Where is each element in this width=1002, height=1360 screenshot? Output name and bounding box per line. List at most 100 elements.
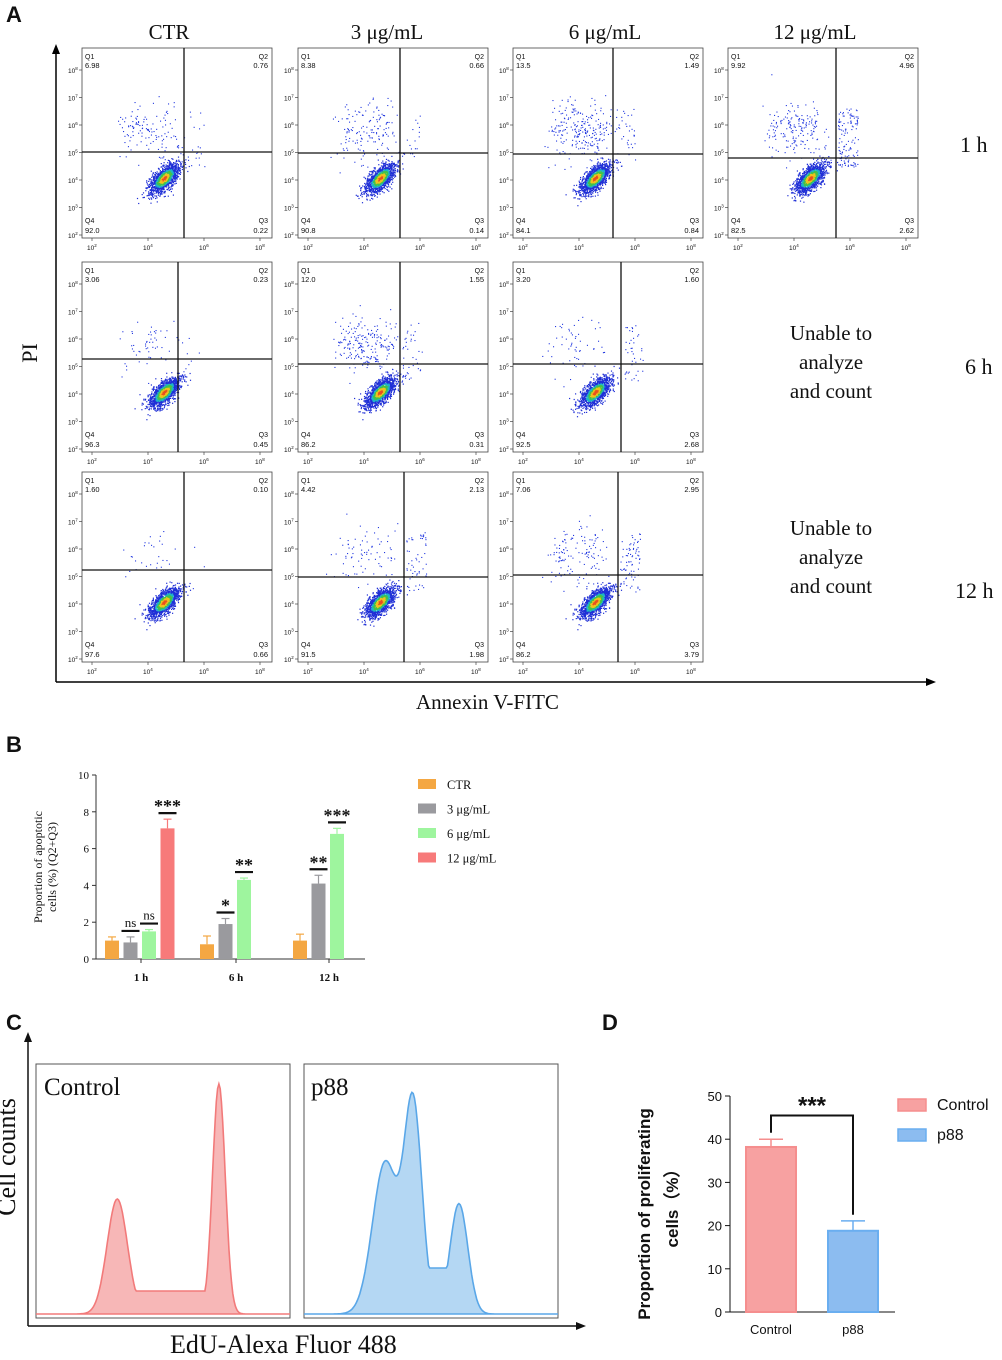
cell-event-q1 <box>162 157 163 158</box>
cell-event-q1 <box>595 129 596 130</box>
cell-event <box>592 196 593 197</box>
quadrant-value-q2: 1.49 <box>684 61 699 70</box>
cell-event <box>382 175 383 176</box>
cell-event-q1 <box>610 159 611 160</box>
cell-event-q1 <box>174 102 175 103</box>
cell-event <box>372 175 373 176</box>
cell-event-q1 <box>600 127 601 128</box>
cell-event <box>616 162 617 163</box>
cell-event <box>367 199 368 200</box>
cell-event-q1 <box>590 117 591 118</box>
cell-event-q1 <box>375 141 376 142</box>
cell-event-q1 <box>598 150 599 151</box>
cell-event <box>154 186 155 187</box>
y-tick-exp: 5 <box>75 149 78 154</box>
cell-event <box>362 194 363 195</box>
cell-event-q2 <box>625 124 626 125</box>
cell-event-q2 <box>632 129 633 130</box>
cell-event <box>586 198 587 199</box>
cell-event-q1 <box>556 125 557 126</box>
cell-event-q1 <box>142 125 143 126</box>
cell-event-q1 <box>124 121 125 122</box>
cell-event-q1 <box>360 150 361 151</box>
cell-event-q1 <box>545 146 546 147</box>
cell-event <box>579 190 580 191</box>
cell-event-q1 <box>568 118 569 119</box>
cell-event <box>391 176 392 177</box>
cell-event <box>606 163 607 164</box>
cell-event <box>385 179 386 180</box>
cell-event <box>373 178 374 179</box>
cell-event <box>160 194 161 195</box>
cell-event <box>371 198 372 199</box>
cell-event <box>148 181 149 182</box>
x-tick-label: 106 <box>199 243 209 252</box>
cell-event-q1 <box>120 117 121 118</box>
cell-event <box>151 199 152 200</box>
cell-event <box>387 164 388 165</box>
x-tick-label: 104 <box>359 243 369 252</box>
cell-event <box>162 170 163 171</box>
cell-event-q1 <box>333 119 334 120</box>
cell-event <box>365 189 366 190</box>
plot-frame <box>728 48 918 238</box>
cell-event-q1 <box>387 122 388 123</box>
cell-event <box>189 166 190 167</box>
cell-event-q1 <box>347 128 348 129</box>
cell-event-q1 <box>349 122 350 123</box>
cell-event <box>388 160 389 161</box>
cell-event-q2 <box>621 166 622 167</box>
y-tick-label: 104 <box>68 176 78 185</box>
cell-event <box>584 186 585 187</box>
cell-event <box>386 186 387 187</box>
cell-event-q2 <box>631 115 632 116</box>
cell-event-q1 <box>373 99 374 100</box>
cell-event-q1 <box>174 106 175 107</box>
cell-event-q2 <box>411 148 412 149</box>
cell-event <box>163 192 164 193</box>
cell-event <box>381 184 382 185</box>
cell-event-q1 <box>589 135 590 136</box>
cell-event <box>585 186 586 187</box>
cell-event-q2 <box>201 153 202 154</box>
cell-event-q1 <box>559 126 560 127</box>
cell-event-q1 <box>585 132 586 133</box>
x-tick-label: 102 <box>733 243 743 252</box>
cell-event <box>167 184 168 185</box>
cell-event-q1 <box>376 119 377 120</box>
cell-event <box>396 164 397 165</box>
cell-event <box>581 182 582 183</box>
cell-event-q1 <box>584 148 585 149</box>
cell-event-q1 <box>587 132 588 133</box>
quadrant-value-q2: 0.76 <box>253 61 268 70</box>
cell-event <box>603 175 604 176</box>
cell-event-q1 <box>595 104 596 105</box>
cell-event <box>366 187 367 188</box>
x-tick-exp: 4 <box>581 243 584 248</box>
y-tick-label: 104 <box>284 176 294 185</box>
x-tick-exp: 2 <box>310 243 313 248</box>
cell-event-q1 <box>155 135 156 136</box>
cell-event <box>591 194 592 195</box>
cell-event <box>163 176 164 177</box>
cell-event <box>588 173 589 174</box>
cell-event-q1 <box>173 136 174 137</box>
cell-event <box>593 188 594 189</box>
cell-event <box>605 166 606 167</box>
cell-event-q1 <box>148 130 149 131</box>
cell-event-q1 <box>582 127 583 128</box>
cell-event-q1 <box>587 119 588 120</box>
cell-event <box>176 175 177 176</box>
cell-event <box>156 184 157 185</box>
cell-event <box>180 163 181 164</box>
cell-event-q1 <box>378 136 379 137</box>
cell-event-q1 <box>159 96 160 97</box>
cell-event-q1 <box>135 124 136 125</box>
cell-event <box>385 188 386 189</box>
cell-event-q1 <box>582 132 583 133</box>
cell-event-q1 <box>564 118 565 119</box>
cell-event <box>171 186 172 187</box>
cell-event <box>592 166 593 167</box>
cell-event <box>574 185 575 186</box>
cell-event <box>380 178 381 179</box>
